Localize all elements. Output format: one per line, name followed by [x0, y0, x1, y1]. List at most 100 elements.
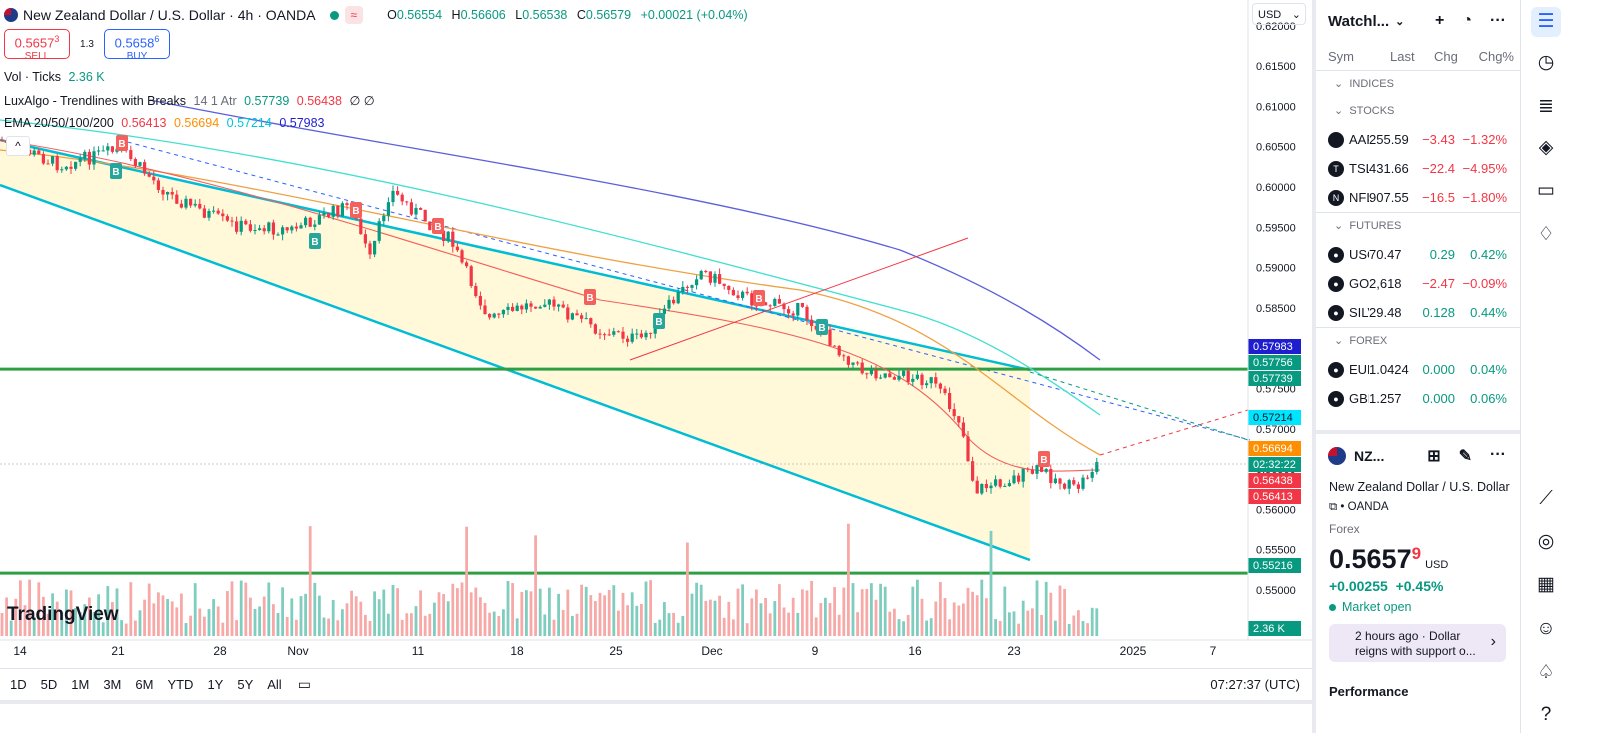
tf-3m[interactable]: 3M — [103, 676, 122, 692]
alerts-clock-icon[interactable]: ◷ — [1537, 52, 1555, 73]
volume-bar — [888, 611, 892, 636]
chevron-down-icon[interactable]: ⌄ — [1395, 15, 1405, 28]
list-item[interactable]: ● USOIL70.47 0.29 0.42% — [1316, 240, 1520, 269]
wave-icon[interactable]: ≈ — [344, 6, 364, 24]
chart-area[interactable]: B B B B B B B B B B 0.62000 0.61500 0.61000 0.60500 0.… — [0, 0, 1338, 733]
list-item[interactable]: T TSLA431.66 −22.4 −4.95% — [1316, 154, 1520, 183]
add-symbol-icon[interactable]: + — [1435, 12, 1445, 29]
chat-icon[interactable]: ▭ — [1537, 180, 1555, 201]
community-icon[interactable]: ☺ — [1536, 618, 1556, 639]
more-icon[interactable]: ··· — [1490, 12, 1506, 29]
volume-bar — [952, 602, 956, 636]
candle-body — [506, 306, 510, 310]
col-chgpct[interactable]: Chg% — [1478, 48, 1514, 64]
tf-5y[interactable]: 5Y — [237, 676, 254, 692]
tf-6m[interactable]: 6M — [135, 676, 154, 692]
section-indices[interactable]: ⌄ INDICES — [1334, 78, 1394, 90]
volume-bar — [290, 598, 294, 636]
candle-body — [1086, 477, 1090, 479]
trendline-green-dashed — [1029, 371, 1249, 441]
indicator-luxalgo[interactable]: LuxAlgo - Trendlines with Breaks 14 1 At… — [4, 94, 375, 108]
layers-icon[interactable]: ◈ — [1538, 137, 1554, 158]
detail-price: 0.56579USD — [1329, 544, 1449, 574]
tf-1d[interactable]: 1D — [10, 676, 27, 692]
bell-icon[interactable]: ♤ — [1537, 662, 1555, 683]
candle-body — [672, 299, 676, 304]
candle-body — [258, 228, 262, 231]
edit-icon[interactable]: ✎ — [1458, 448, 1473, 465]
candle-body — [340, 203, 344, 217]
news-card[interactable]: 2 hours ago · Dollar reigns with support… — [1329, 624, 1506, 662]
candle-body — [248, 224, 252, 231]
tf-1y[interactable]: 1Y — [207, 676, 224, 692]
watchlist-icon[interactable]: ☰ — [1531, 7, 1561, 37]
candle-body — [676, 292, 680, 304]
candle-body — [327, 213, 331, 217]
change-percent: 0.06% — [1470, 391, 1507, 406]
target-icon[interactable]: ◎ — [1537, 531, 1555, 552]
symbol-title[interactable]: New Zealand Dollar / U.S. Dollar · 4h · … — [23, 7, 316, 23]
currency-select[interactable]: USD ⌄ — [1252, 3, 1306, 25]
list-item[interactable]: N NFLX907.55 −16.5 −1.80% — [1316, 183, 1520, 212]
list-item[interactable]: AAPL255.59 −3.43 −1.32% — [1316, 125, 1520, 154]
chart-widget-icon[interactable]: ◔ — [1462, 12, 1473, 29]
list-item[interactable]: ● GOLD2,618 −2.47 −0.09% — [1316, 269, 1520, 298]
col-sym[interactable]: Sym — [1328, 48, 1354, 64]
volume-bar — [534, 535, 537, 636]
y-tick-label: 0.60000 — [1256, 182, 1296, 194]
volume-bar — [870, 583, 873, 636]
break-marker-box — [653, 313, 665, 329]
candle-body — [557, 304, 561, 307]
tf-all[interactable]: All — [267, 676, 282, 692]
calendar-icon[interactable]: ▦ — [1537, 574, 1555, 595]
buy-button[interactable]: 0.56586 BUY — [104, 29, 170, 62]
help-icon[interactable]: ? — [1540, 704, 1552, 725]
symbol-logo-icon — [1328, 131, 1344, 148]
price-chart[interactable]: B B B B B B B B B B 0.62000 0.61500 0.61000 0.60500 0.… — [0, 0, 1312, 668]
candle-body — [938, 383, 942, 389]
panel-divider[interactable] — [1312, 0, 1316, 733]
section-forex[interactable]: ⌄ FOREX — [1316, 327, 1520, 355]
list-item[interactable]: ● EURUSD1.0424 0.000 0.04% — [1316, 355, 1520, 384]
list-item[interactable]: ● SILVER29.48 0.128 0.44% — [1316, 298, 1520, 327]
volume-bar — [607, 590, 611, 636]
break-marker-label: B — [586, 293, 593, 304]
grid-icon[interactable]: ⊞ — [1427, 448, 1441, 465]
utc-clock[interactable]: 07:27:37 (UTC) — [1210, 676, 1300, 692]
tf-1m[interactable]: 1M — [71, 676, 90, 692]
object-tree-icon[interactable]: ≣ — [1538, 96, 1554, 117]
trendline-red-dashed — [1099, 409, 1249, 456]
trading-panel-icon[interactable]: ⟋ — [1539, 488, 1553, 509]
col-last[interactable]: Last — [1390, 48, 1415, 64]
volume-bar — [267, 582, 271, 636]
volume-bar — [456, 588, 459, 636]
watchlist-title[interactable]: Watchl... — [1328, 12, 1390, 30]
indicator-vol[interactable]: Vol · Ticks 2.36 K — [4, 70, 105, 84]
volume-bar — [1054, 620, 1057, 636]
candle-body — [561, 304, 565, 308]
collapse-indicators-button[interactable]: ^ — [6, 136, 30, 156]
notifications-bell-icon[interactable]: ♢ — [1537, 224, 1555, 245]
more-icon[interactable]: ··· — [1490, 446, 1506, 463]
tf-ytd[interactable]: YTD — [167, 676, 194, 692]
external-link-icon[interactable]: ⧉ — [1329, 501, 1338, 513]
section-stocks[interactable]: ⌄ STOCKS — [1334, 105, 1395, 117]
col-chg[interactable]: Chg — [1434, 48, 1458, 64]
candle-body — [736, 295, 740, 299]
detail-type: Forex — [1329, 522, 1360, 536]
candle-body — [984, 483, 988, 489]
volume-bar — [916, 579, 919, 636]
section-futures[interactable]: ⌄ FUTURES — [1316, 212, 1520, 240]
volume-bar — [433, 602, 436, 636]
volume-bar — [138, 610, 142, 636]
indicator-ema[interactable]: EMA 20/50/100/200 0.56413 0.56694 0.5721… — [4, 116, 325, 130]
date-range-icon[interactable]: ▭ — [297, 675, 311, 692]
volume-bar — [511, 583, 514, 636]
candle-body — [442, 230, 446, 241]
sell-button[interactable]: 0.56573 SELL — [4, 29, 70, 62]
list-item[interactable]: ● GBPUSD1.257 0.000 0.06% — [1316, 384, 1520, 413]
detail-symbol[interactable]: NZ... — [1354, 448, 1385, 464]
tf-5d[interactable]: 5D — [40, 676, 58, 692]
volume-bar — [170, 601, 174, 636]
candle-body — [202, 208, 206, 218]
